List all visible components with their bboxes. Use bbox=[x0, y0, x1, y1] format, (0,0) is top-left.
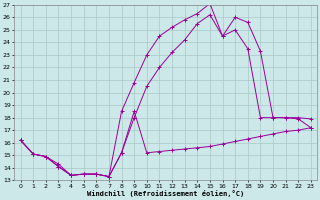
X-axis label: Windchill (Refroidissement éolien,°C): Windchill (Refroidissement éolien,°C) bbox=[87, 190, 244, 197]
